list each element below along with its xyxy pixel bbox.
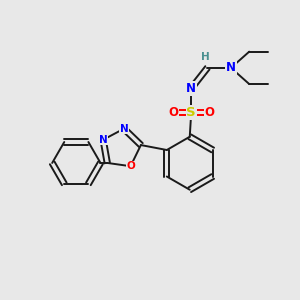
Text: O: O	[168, 106, 178, 119]
Text: O: O	[205, 106, 214, 119]
Text: N: N	[99, 135, 107, 145]
Text: N: N	[120, 124, 128, 134]
Text: S: S	[186, 106, 196, 119]
Text: N: N	[186, 82, 196, 95]
Text: N: N	[226, 61, 236, 74]
Text: H: H	[201, 52, 209, 62]
Text: O: O	[126, 161, 135, 171]
